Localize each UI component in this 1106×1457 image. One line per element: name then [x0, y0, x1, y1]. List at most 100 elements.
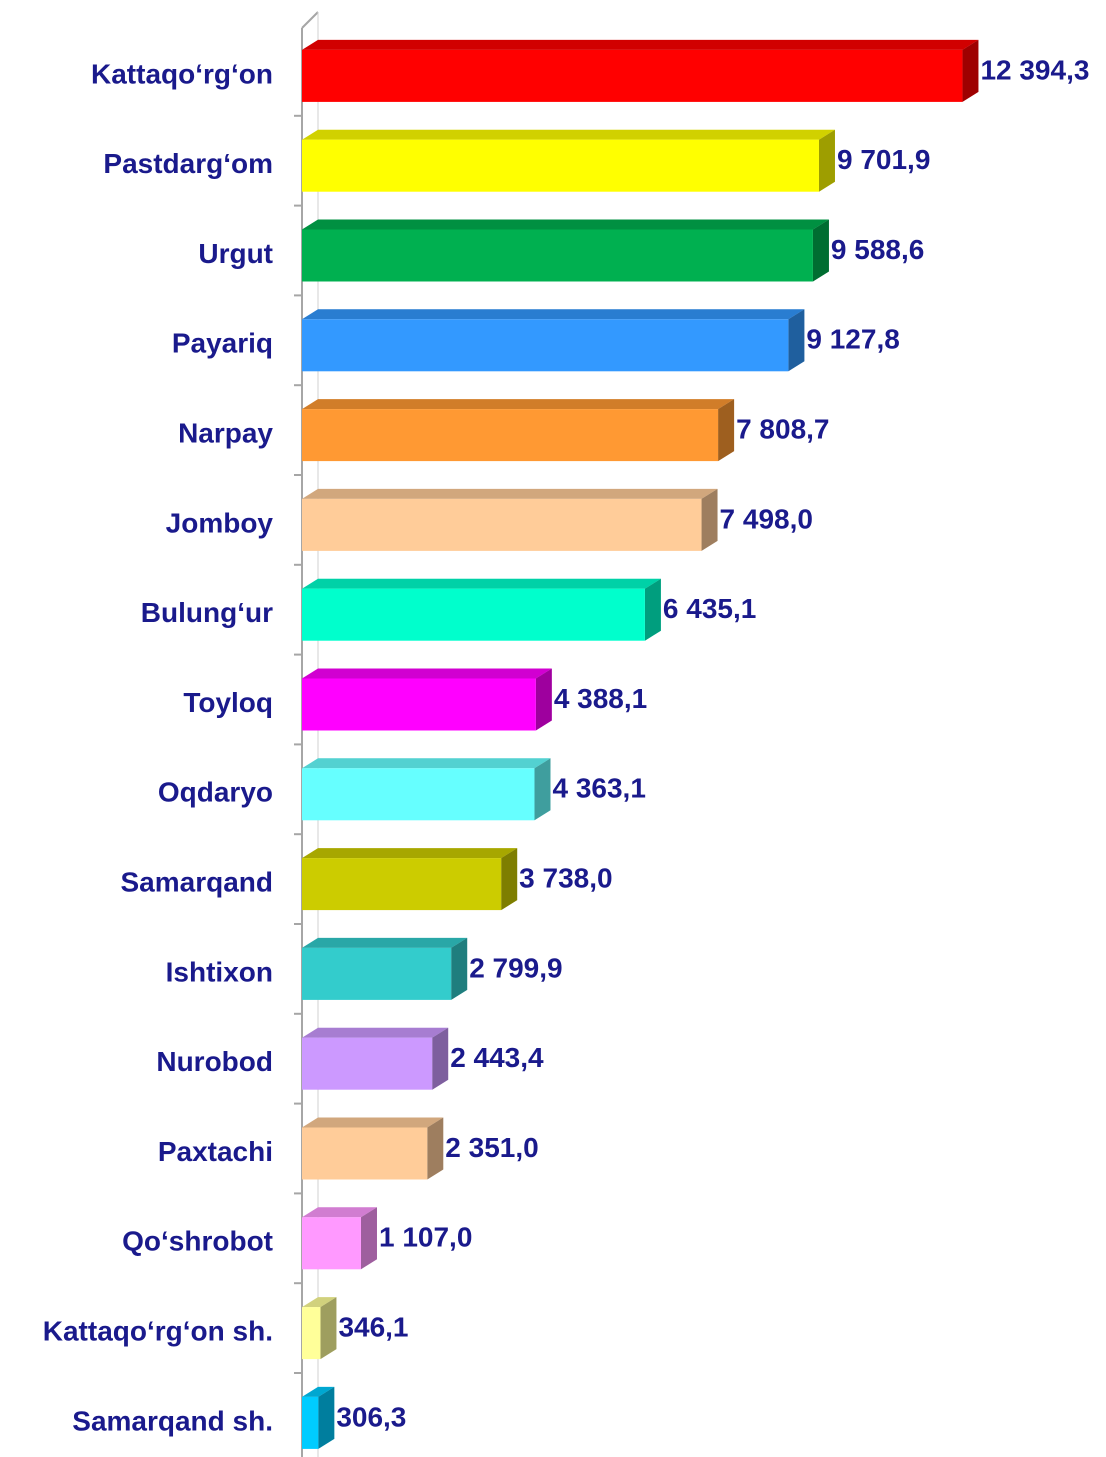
- category-label: Qo‘shrobot: [122, 1226, 273, 1257]
- value-label: 7 498,0: [720, 503, 813, 534]
- bar-top: [302, 219, 829, 230]
- bar-top: [302, 1027, 449, 1038]
- bar-top-shade: [302, 668, 552, 679]
- value-label: 2 351,0: [445, 1132, 538, 1163]
- category-label: Samarqand sh.: [72, 1405, 273, 1436]
- bar: [302, 319, 789, 372]
- bar: [302, 947, 452, 1000]
- bar-side: [818, 129, 835, 192]
- bar-top-shade: [302, 219, 829, 230]
- bar-side: [962, 39, 979, 102]
- bar: [302, 229, 813, 282]
- category-label: Toyloq: [183, 687, 273, 718]
- bar: [302, 49, 963, 102]
- bar-top: [302, 937, 468, 948]
- bar-side: [535, 668, 552, 731]
- bar-side: [451, 937, 468, 1000]
- bar-top-shade: [302, 848, 518, 859]
- bar-top-shade: [302, 578, 661, 589]
- bar: [302, 139, 819, 192]
- bar-side: [427, 1117, 444, 1180]
- bar: [302, 1396, 319, 1449]
- bar-top: [302, 848, 518, 859]
- value-label: 6 435,1: [663, 593, 756, 624]
- value-label: 7 808,7: [736, 413, 829, 444]
- bar-side: [788, 309, 805, 372]
- category-label: Narpay: [178, 417, 273, 448]
- category-label: Kattaqo‘rg‘on sh.: [43, 1315, 273, 1346]
- value-label: 306,3: [336, 1401, 406, 1432]
- bar-side: [812, 219, 829, 282]
- category-label: Payariq: [172, 328, 273, 359]
- bar-side-shade: [701, 488, 718, 551]
- bar: [302, 588, 645, 641]
- bar-side: [644, 578, 661, 641]
- bar-top-shade: [302, 129, 835, 140]
- bar: [302, 858, 502, 911]
- bar-side-shade: [788, 309, 805, 372]
- bar: [302, 1307, 321, 1360]
- value-label: 4 363,1: [552, 773, 645, 804]
- bar-side-shade: [501, 848, 518, 911]
- category-label: Pastdarg‘om: [103, 148, 273, 179]
- bar-top-shade: [302, 937, 468, 948]
- bar-top-shade: [302, 488, 718, 499]
- bar-top-shade: [302, 309, 805, 320]
- category-label: Bulung‘ur: [141, 597, 273, 628]
- bar-side-shade: [427, 1117, 444, 1180]
- bar: [302, 768, 535, 821]
- bar-side-shade: [432, 1027, 449, 1090]
- bar-top-shade: [302, 399, 735, 410]
- bar: [302, 1127, 428, 1180]
- bar-top-shade: [302, 1386, 335, 1397]
- bar-side-shade: [318, 1386, 335, 1449]
- bar-side: [318, 1386, 335, 1449]
- bar-side-shade: [320, 1297, 337, 1360]
- value-label: 2 443,4: [450, 1042, 544, 1073]
- bar-side: [360, 1207, 377, 1270]
- bar: [302, 409, 719, 462]
- bar-side-shade: [535, 668, 552, 731]
- bar-side-shade: [451, 937, 468, 1000]
- bar-side: [320, 1297, 337, 1360]
- value-label: 9 588,6: [831, 234, 924, 265]
- bar-top: [302, 1117, 444, 1128]
- bar-top-shade: [302, 758, 551, 769]
- bar-top: [302, 578, 661, 589]
- bar: [302, 1037, 433, 1090]
- bar-top: [302, 39, 979, 50]
- value-label: 9 701,9: [837, 144, 930, 175]
- value-label: 3 738,0: [519, 862, 612, 893]
- bar-side-shade: [644, 578, 661, 641]
- value-label: 12 394,3: [980, 54, 1089, 85]
- bar-side-shade: [818, 129, 835, 192]
- category-label: Samarqand: [121, 866, 274, 897]
- axis-depth: [301, 11, 319, 29]
- bar-top-shade: [302, 39, 979, 50]
- bar-side: [432, 1027, 449, 1090]
- bar-top: [302, 668, 552, 679]
- bar-side-shade: [360, 1207, 377, 1270]
- bar-top: [302, 129, 835, 140]
- category-label: Jomboy: [166, 507, 274, 538]
- bar-top: [302, 309, 805, 320]
- bar-side-shade: [962, 39, 979, 102]
- bar-top-shade: [302, 1117, 444, 1128]
- value-label: 2 799,9: [469, 952, 562, 983]
- bar-side-shade: [718, 399, 735, 462]
- category-label: Kattaqo‘rg‘on: [91, 58, 273, 89]
- bar: [302, 678, 536, 731]
- bar-top: [302, 1297, 337, 1308]
- bar-top: [302, 399, 735, 410]
- bar-side-shade: [812, 219, 829, 282]
- category-label: Ishtixon: [166, 956, 273, 987]
- bar-top-shade: [302, 1207, 377, 1218]
- bar-side: [701, 488, 718, 551]
- value-label: 9 127,8: [806, 324, 899, 355]
- bar-side: [501, 848, 518, 911]
- value-label: 4 388,1: [554, 683, 647, 714]
- category-label: Nurobod: [156, 1046, 273, 1077]
- bar-top: [302, 488, 718, 499]
